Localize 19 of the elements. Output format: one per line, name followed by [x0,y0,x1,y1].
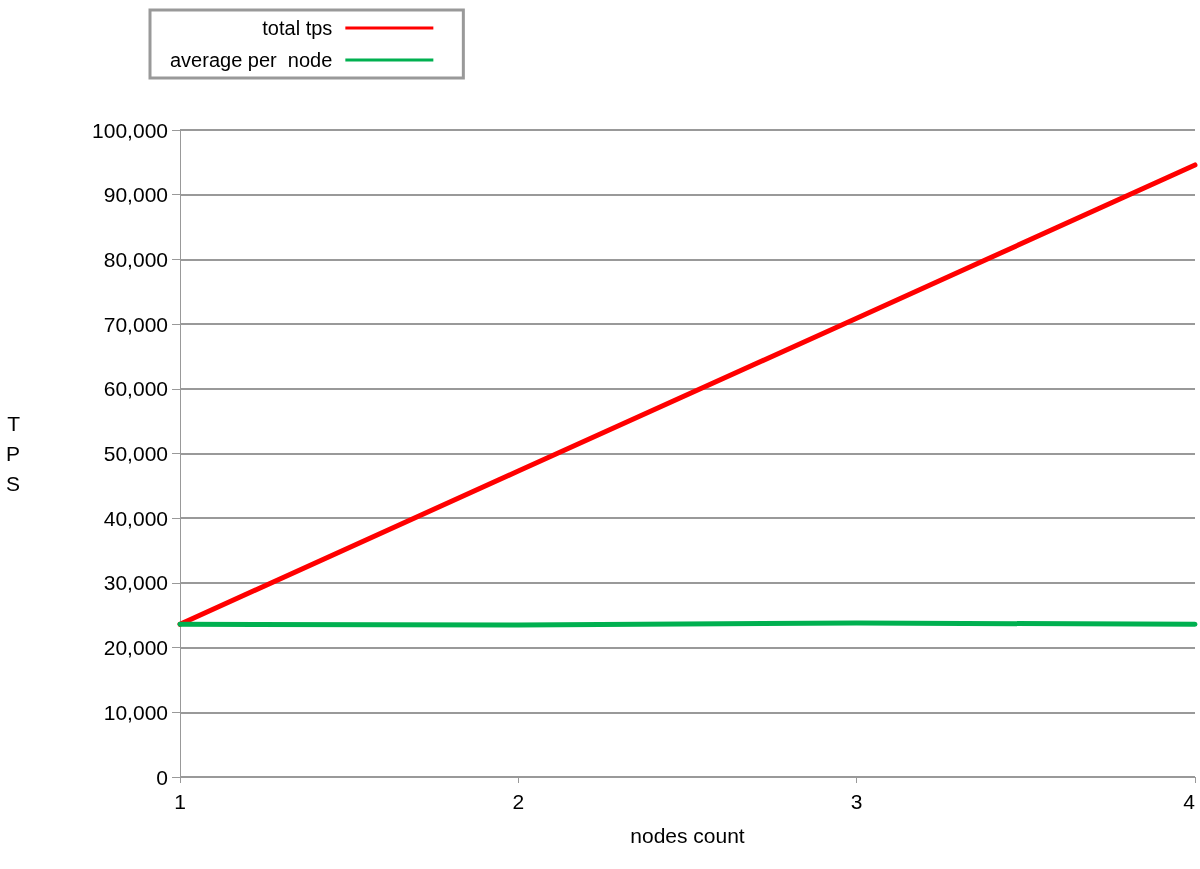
legend-label: average per node [170,49,333,71]
y-tick-label: 90,000 [103,183,168,207]
x-tick-label: 2 [512,790,525,813]
x-tick-label: 3 [850,790,863,813]
y-tick-label: 30,000 [103,571,168,595]
legend-label: total tps [262,17,333,39]
y-tick-label: 50,000 [103,442,168,465]
x-axis-title: nodes count [630,824,745,847]
y-tick-label: 40,000 [103,506,168,530]
y-tick-label: 80,000 [103,247,168,271]
x-tick-label: 4 [1183,790,1196,813]
x-tick-label: 1 [174,790,186,813]
y-tick-label: 10,000 [103,700,168,724]
y-tick-label: 100,000 [92,118,168,142]
y-axis-title: TPS [5,412,21,495]
y-tick-label: 0 [156,765,168,789]
y-tick-label: 60,000 [103,377,168,401]
y-tick-label: 20,000 [103,636,168,660]
y-tick-label: 70,000 [103,312,168,336]
